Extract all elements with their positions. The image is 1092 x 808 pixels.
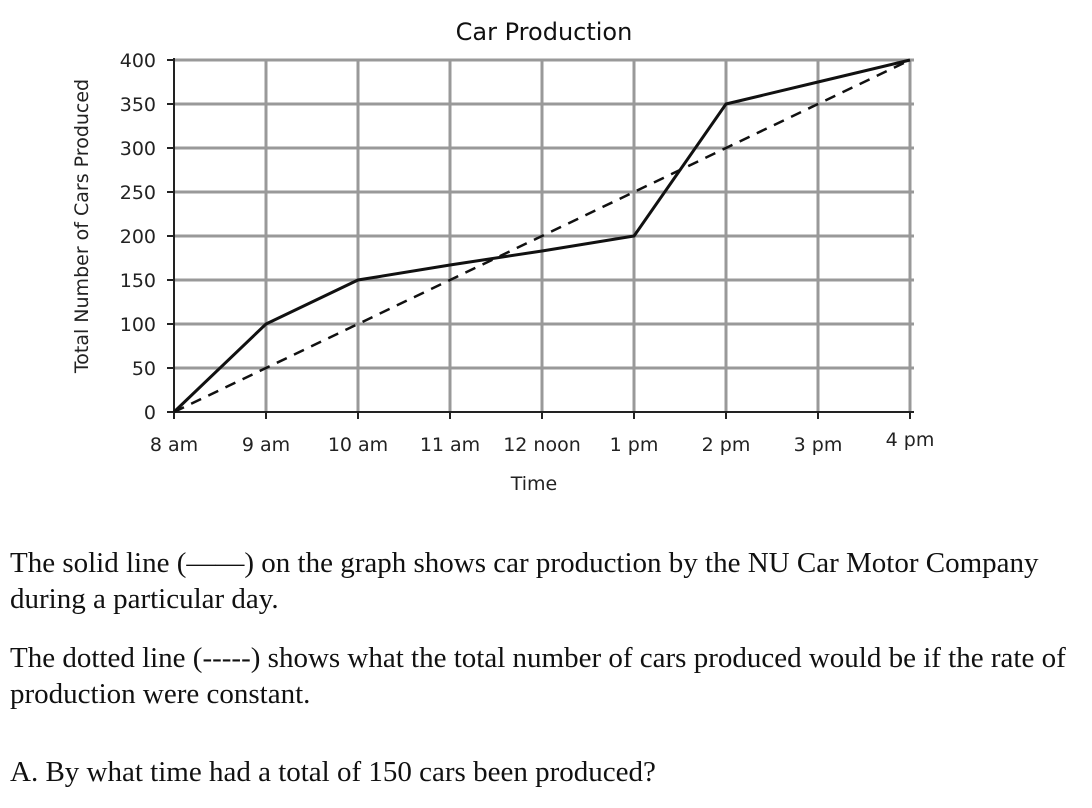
y-tick-label: 350 — [120, 94, 156, 116]
y-tick-label: 50 — [132, 358, 156, 380]
x-tick-label: 11 am — [420, 434, 480, 456]
description-solid-line: The solid line (——) on the graph shows c… — [10, 547, 1039, 615]
x-tick-label: 10 am — [328, 434, 388, 456]
x-axis-title: Time — [510, 473, 558, 495]
chart-axes — [167, 58, 914, 419]
chart-title: Car Production — [456, 18, 633, 46]
x-tick-label: 2 pm — [702, 434, 751, 456]
series-line-solid — [172, 58, 911, 414]
y-tick-label: 0 — [144, 402, 156, 424]
chart-grid — [174, 58, 914, 412]
y-tick-label: 100 — [120, 314, 156, 336]
x-tick-label: 8 am — [150, 434, 198, 456]
x-tick-labels: 8 am 9 am 10 am 11 am 12 noon 1 pm 2 pm 3 pm 4 p… — [150, 429, 934, 456]
series-line-dashed — [173, 58, 911, 414]
description-dotted-line: The dotted line (-----) shows what the t… — [10, 642, 1066, 710]
x-tick-label: 9 am — [242, 434, 290, 456]
y-axis-title: Total Number of Cars Produced — [71, 79, 93, 374]
x-tick-label: 3 pm — [794, 434, 843, 456]
car-production-chart: Car Production 8 am 9 am 10 am 11 am 12 noon… — [71, 18, 934, 495]
y-tick-label: 300 — [120, 138, 156, 160]
question-a: A. By what time had a total of 150 cars … — [10, 756, 656, 788]
y-tick-labels: 0 50 100 150 200 250 300 350 400 — [120, 50, 156, 424]
y-tick-label: 250 — [120, 182, 156, 204]
y-tick-label: 150 — [120, 270, 156, 292]
y-tick-label: 200 — [120, 226, 156, 248]
y-tick-label: 400 — [120, 50, 156, 72]
x-tick-label: 1 pm — [610, 434, 659, 456]
x-tick-label: 12 noon — [503, 434, 581, 456]
chart-series — [172, 58, 911, 414]
x-tick-label: 4 pm — [886, 429, 935, 451]
